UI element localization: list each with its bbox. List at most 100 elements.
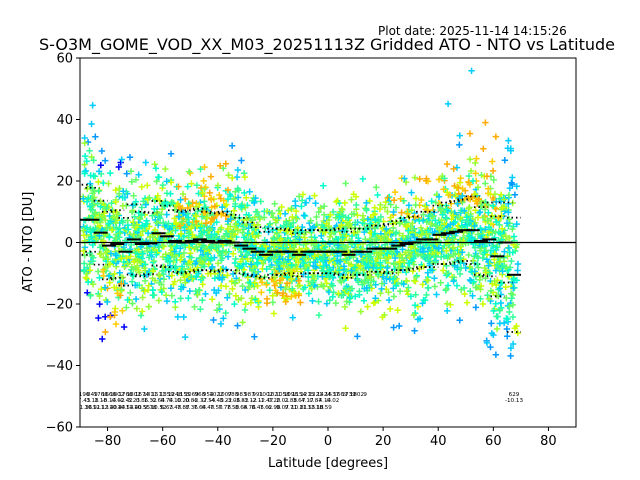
scatter-point (269, 292, 276, 299)
scatter-point (114, 290, 121, 297)
scatter-point (514, 267, 521, 274)
chart-title: S-O3M_GOME_VOD_XX_M03_20251113Z Gridded … (39, 35, 615, 55)
scatter-point (120, 188, 127, 195)
scatter-point (450, 251, 457, 259)
scatter-point (110, 213, 117, 221)
scatter-point (382, 198, 389, 206)
scatter-point (476, 247, 484, 254)
bin-stat-mean: 0.87 (309, 398, 322, 404)
scatter-point (315, 208, 322, 216)
scatter-point (466, 181, 474, 188)
scatter-point (184, 183, 191, 190)
scatter-point (293, 215, 300, 222)
scatter-point (471, 222, 478, 230)
bin-stat-mean: -4.40 (209, 398, 224, 404)
scatter-point (393, 282, 400, 289)
bin-stat-count: 196 (79, 392, 90, 398)
scatter-point (229, 285, 236, 293)
bin-stat-sd: 7.78 (218, 405, 231, 411)
scatter-point (225, 171, 232, 179)
scatter-point (300, 259, 307, 267)
scatter-point (125, 226, 132, 233)
scatter-point (496, 221, 503, 229)
scatter-point (250, 280, 258, 288)
scatter-point (173, 201, 180, 209)
scatter-point (463, 222, 471, 230)
scatter-point (123, 304, 130, 311)
scatter-point (492, 300, 499, 308)
bin-stat-mean: 3.23 (127, 398, 140, 404)
scatter-point (338, 205, 345, 213)
scatter-point (470, 278, 477, 285)
scatter-point (332, 299, 340, 307)
scatter-point (224, 225, 232, 233)
scatter-point (408, 189, 415, 196)
scatter-point (103, 249, 110, 256)
scatter-point (310, 275, 318, 283)
scatter-point (437, 253, 445, 261)
scatter-point (178, 218, 186, 225)
scatter-point (420, 296, 427, 304)
scatter-point (197, 247, 204, 254)
scatter-point (456, 132, 463, 139)
scatter-point (277, 284, 285, 291)
scatter-point (487, 191, 494, 198)
scatter-point (137, 312, 145, 319)
scatter-point (493, 313, 500, 320)
scatter-point (210, 286, 218, 294)
scatter-point (479, 254, 486, 262)
scatter-point (101, 157, 109, 164)
scatter-point (251, 333, 258, 340)
scatter-point (435, 245, 442, 252)
bin-stat-mean: 7.43 (78, 398, 91, 404)
scatter-point (477, 295, 484, 302)
scatter-point (230, 195, 237, 203)
scatter-point (168, 292, 176, 299)
scatter-point (185, 219, 193, 227)
bin-stat-count: 1674 (135, 392, 150, 398)
scatter-point (211, 203, 219, 210)
scatter-point (372, 295, 379, 302)
scatter-point (110, 284, 118, 291)
scatter-point (467, 213, 474, 220)
scatter-point (397, 195, 404, 202)
scatter-point (91, 210, 98, 218)
bin-stat-sd: 12.13 (93, 405, 109, 411)
scatter-point (89, 190, 96, 197)
scatter-point (88, 234, 95, 241)
scatter-point (319, 273, 326, 280)
scatter-point (346, 285, 354, 293)
bin-stat-sd: 12.18 (308, 405, 324, 411)
scatter-point (305, 290, 313, 297)
scatter-point (200, 177, 207, 185)
scatter-point (84, 278, 92, 286)
scatter-point (492, 244, 500, 251)
scatter-point (198, 273, 206, 280)
scatter-point (349, 272, 357, 280)
scatter-point (340, 263, 348, 270)
scatter-point (465, 205, 472, 212)
scatter-point (224, 294, 231, 301)
scatter-point (296, 236, 303, 243)
scatter-point (133, 305, 141, 312)
scatter-point (84, 289, 91, 296)
scatter-point (95, 168, 103, 175)
scatter-point (135, 253, 142, 260)
scatter-point (189, 231, 196, 239)
scatter-point (181, 274, 188, 281)
scatter-point (428, 198, 435, 205)
scatter-point (128, 278, 136, 285)
scatter-point (359, 175, 367, 183)
scatter-point (481, 214, 488, 221)
bin-stat-count: 1802 (350, 392, 364, 398)
scatter-point (388, 248, 395, 256)
scatter-point (211, 230, 218, 238)
scatter-point (311, 282, 318, 290)
scatter-point (443, 189, 451, 196)
scatter-point (96, 274, 103, 281)
scatter-point (372, 216, 379, 224)
scatter-point (171, 264, 179, 272)
scatter-point (336, 199, 343, 207)
scatter-point (149, 286, 157, 294)
scatter-point (503, 294, 510, 302)
